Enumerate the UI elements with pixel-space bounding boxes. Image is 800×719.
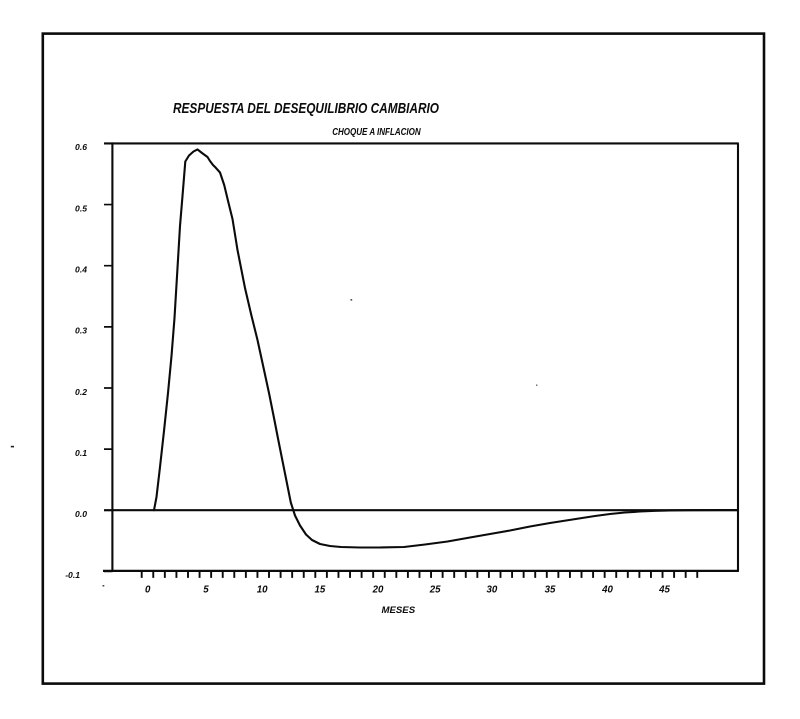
svg-text:CHOQUE A INFLACION: CHOQUE A INFLACION [332,127,421,138]
svg-text:20: 20 [372,584,384,595]
svg-text:0.4: 0.4 [75,265,87,275]
svg-text:35: 35 [545,584,556,595]
svg-text:15: 15 [315,584,326,595]
svg-text:0.1: 0.1 [75,448,87,458]
svg-text:25: 25 [429,584,441,595]
svg-text:10: 10 [257,584,268,595]
svg-text:30: 30 [487,584,498,595]
svg-text:0.0: 0.0 [75,509,87,519]
svg-text:0.5: 0.5 [75,203,87,213]
svg-text:-0.1: -0.1 [65,570,80,580]
svg-text:0: 0 [145,584,151,595]
svg-text:0.2: 0.2 [75,387,87,397]
svg-text:5: 5 [203,584,209,595]
svg-text:40: 40 [601,584,613,595]
svg-text:0.6: 0.6 [75,142,87,152]
svg-text:RESPUESTA DEL DESEQUILIBRIO CA: RESPUESTA DEL DESEQUILIBRIO CAMBIARIO [173,100,439,117]
svg-text:MESES: MESES [382,605,416,616]
svg-text:45: 45 [658,584,670,595]
svg-text:0.3: 0.3 [75,326,87,336]
